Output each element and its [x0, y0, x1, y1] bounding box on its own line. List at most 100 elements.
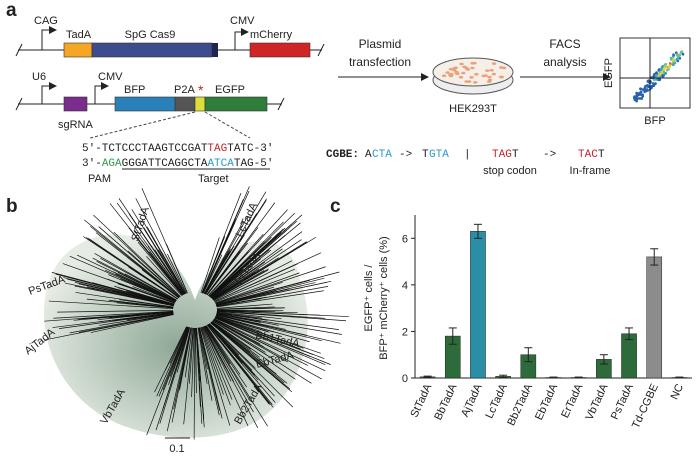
cell [485, 69, 490, 72]
branch [116, 202, 184, 295]
branch [113, 231, 181, 297]
facs-dot [660, 66, 664, 70]
branch [146, 256, 182, 296]
seq: 5'-TCTCCCTAAGTCCGAT [82, 143, 208, 155]
branch [215, 271, 340, 305]
cgbe: A [365, 149, 372, 161]
branch [207, 324, 273, 405]
branch [212, 320, 268, 356]
branch [209, 323, 256, 369]
seq: TATC-3' [227, 143, 273, 155]
cgbe: T [598, 149, 605, 161]
branch [213, 319, 323, 380]
facs-dot [671, 55, 675, 58]
branch [214, 317, 331, 365]
x-tick-label: EbTadA [533, 382, 560, 423]
branch [216, 309, 284, 312]
branch [213, 270, 265, 301]
seq: AGA [102, 158, 122, 170]
branch [64, 282, 174, 307]
branch [53, 310, 174, 319]
branch [215, 272, 300, 304]
pam-label: PAM [88, 173, 111, 185]
facs-dot [678, 57, 682, 60]
facs-dot [668, 62, 672, 65]
branch [127, 250, 181, 298]
gene-label: mCherry [250, 29, 293, 41]
x-tick-label: BbTadA [432, 382, 459, 423]
branch [211, 231, 303, 299]
cell [448, 67, 454, 71]
branch [205, 255, 231, 295]
branch [141, 218, 186, 295]
construct-1: CAG TadA SpG Cas9 CMV mCherry [15, 15, 325, 58]
facs-dot [637, 97, 641, 100]
branch [200, 237, 220, 293]
branch [119, 299, 174, 308]
branch [205, 325, 241, 375]
facs-dot [645, 86, 649, 90]
branch [215, 266, 326, 304]
branch [216, 311, 347, 322]
facs-dot [655, 78, 658, 81]
cell [469, 76, 474, 79]
branch [215, 315, 274, 333]
cgbe: TAG [492, 149, 512, 161]
branch [166, 244, 188, 294]
branch [208, 209, 288, 297]
facs-dot [644, 89, 648, 93]
facs-dot [672, 53, 675, 56]
branch [211, 321, 269, 366]
branch [96, 260, 177, 302]
branch [216, 280, 332, 306]
cgbe: -> [543, 149, 556, 161]
panel-label: b [6, 196, 18, 217]
branch [94, 253, 177, 301]
branch [83, 236, 178, 300]
branch [212, 320, 266, 353]
branch [95, 232, 180, 299]
branch [210, 249, 272, 298]
branch [84, 219, 180, 298]
seq: TAG [207, 143, 227, 155]
cell [470, 66, 475, 70]
branch [102, 288, 174, 306]
facs-dot [635, 92, 639, 96]
branch [99, 313, 174, 326]
facs-dot [633, 96, 636, 100]
facs-dot [662, 67, 666, 71]
branch [209, 239, 272, 298]
branch [156, 326, 188, 397]
branch [154, 326, 187, 393]
branch [51, 272, 175, 305]
branch [207, 324, 276, 403]
branch [183, 327, 194, 425]
cgbe: T [512, 149, 519, 161]
branch [98, 312, 174, 323]
branch [204, 325, 251, 402]
cgbe: T [422, 149, 429, 161]
branch [167, 253, 187, 294]
branch [171, 327, 192, 423]
step-label: transfection [349, 55, 411, 69]
branch [216, 314, 322, 342]
cell [445, 71, 450, 74]
facs-dot [657, 74, 661, 77]
branch [92, 257, 177, 302]
branch [168, 327, 190, 385]
cgbe: CTA [372, 149, 392, 161]
branch [216, 286, 329, 307]
branch [177, 327, 190, 366]
branch [169, 327, 189, 377]
branch [214, 263, 298, 302]
branch [201, 237, 225, 294]
promoter-label: CMV [98, 71, 123, 83]
branch [162, 326, 189, 391]
branch [216, 290, 324, 308]
branch [198, 327, 208, 370]
branch [93, 214, 181, 297]
tree [43, 186, 349, 440]
branch [216, 307, 285, 310]
cgbe-line: CGBE: A CTA -> T GTA | TAG T -> TAC T [326, 149, 605, 161]
sequence-top: 5'-TCTCCCTAAGTCCGATTAGTATC-3' [82, 143, 273, 155]
